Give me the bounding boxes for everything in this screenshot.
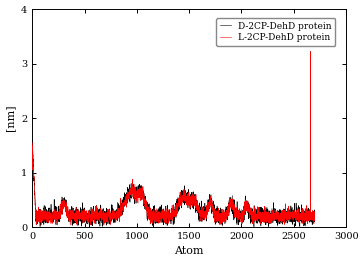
Line: D-2CP-DehD protein: D-2CP-DehD protein <box>32 52 315 227</box>
Y-axis label: [nm]: [nm] <box>5 105 16 131</box>
L-2CP-DehD protein <box>133 192 137 195</box>
L-2CP-DehD protein <box>178 195 183 199</box>
D-2CP-DehD protein <box>133 196 137 199</box>
D-2CP-DehD protein <box>308 50 313 53</box>
D-2CP-DehD protein <box>103 210 108 213</box>
D-2CP-DehD protein <box>151 226 156 229</box>
L-2CP-DehD protein <box>36 216 41 219</box>
L-2CP-DehD protein <box>104 211 108 215</box>
D-2CP-DehD protein <box>36 215 41 219</box>
D-2CP-DehD protein <box>221 219 225 222</box>
D-2CP-DehD protein <box>313 209 317 212</box>
D-2CP-DehD protein <box>178 192 183 195</box>
D-2CP-DehD protein <box>46 214 50 217</box>
Legend: D-2CP-DehD protein, L-2CP-DehD protein: D-2CP-DehD protein, L-2CP-DehD protein <box>217 18 335 46</box>
L-2CP-DehD protein <box>46 221 50 224</box>
L-2CP-DehD protein <box>221 217 225 221</box>
L-2CP-DehD protein <box>30 141 35 144</box>
D-2CP-DehD protein <box>30 141 35 144</box>
L-2CP-DehD protein <box>308 50 313 53</box>
Line: L-2CP-DehD protein: L-2CP-DehD protein <box>32 52 315 225</box>
L-2CP-DehD protein <box>75 224 79 227</box>
X-axis label: Atom: Atom <box>174 247 204 256</box>
L-2CP-DehD protein <box>313 215 317 218</box>
